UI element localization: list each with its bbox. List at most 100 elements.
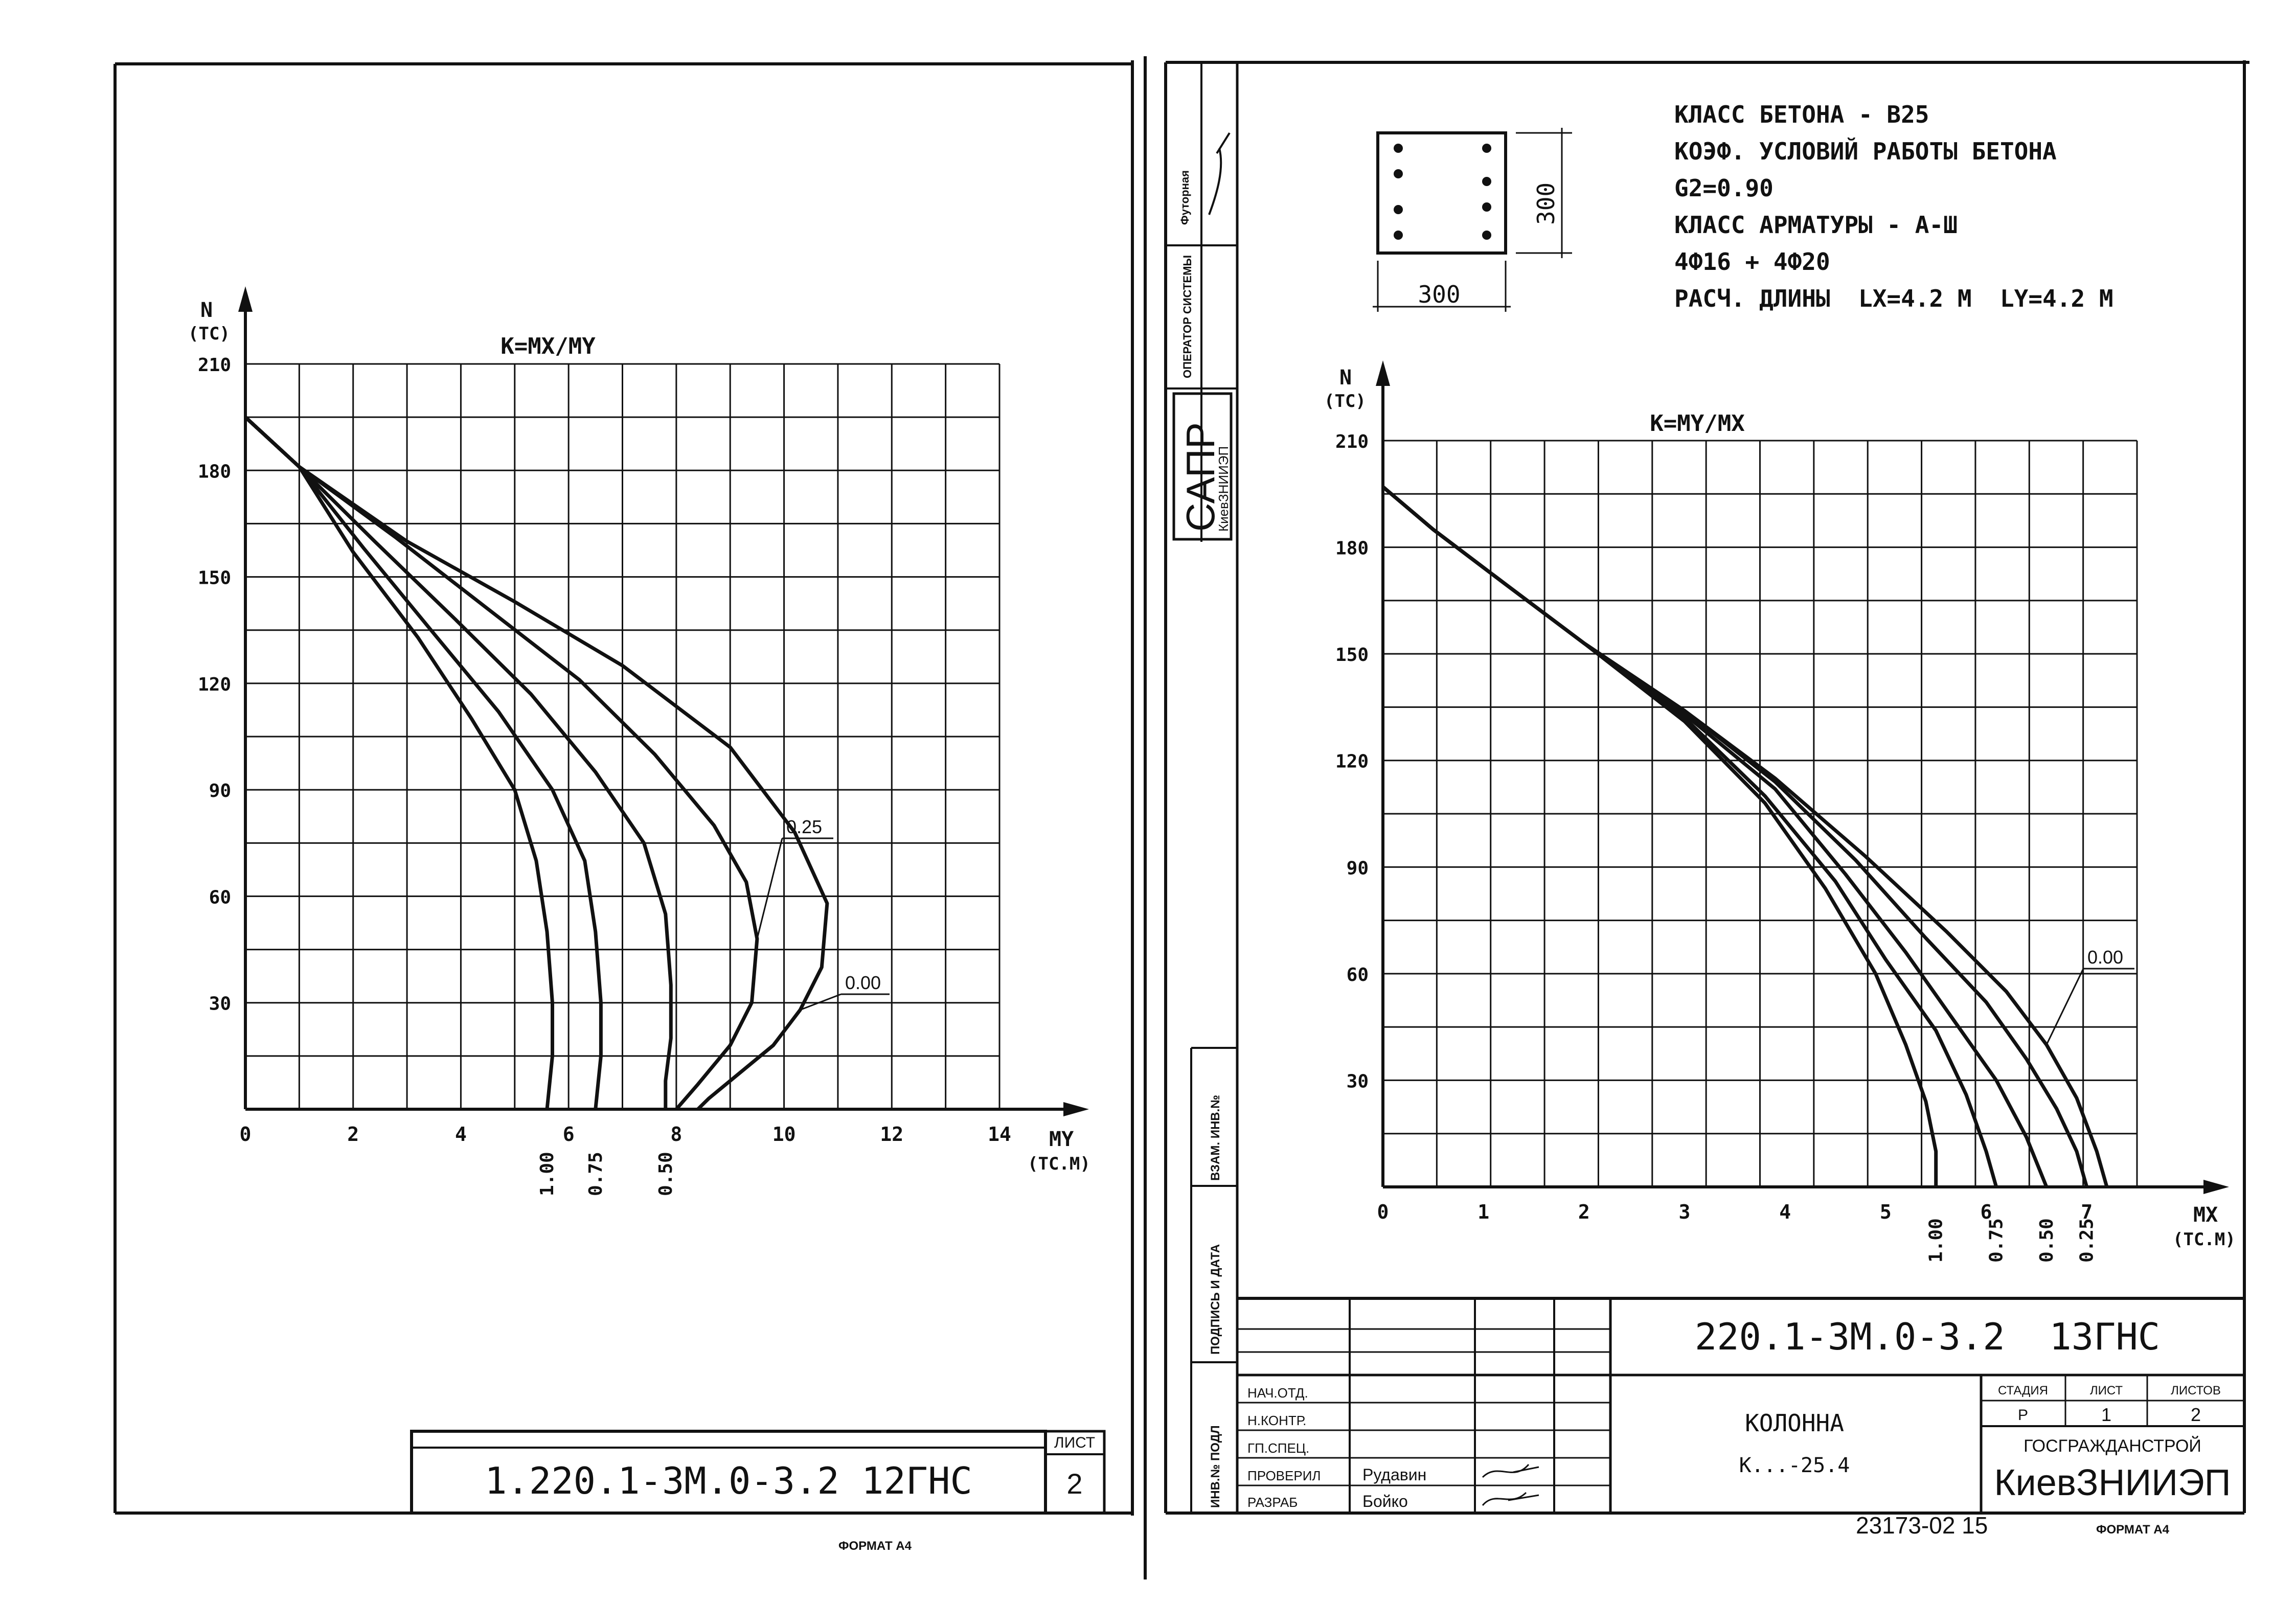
x-axis-label: MY <box>1049 1128 1074 1151</box>
curve-end-label: 0.75 <box>585 1152 606 1196</box>
series-line-k-0.75 <box>1381 485 1998 1187</box>
sheet-value: 1 <box>2101 1404 2111 1425</box>
left-doc-code: 1.220.1-3M.0-3.2 12ГНС <box>485 1459 972 1502</box>
right-sheet: Футорная ОПЕРАТОР СИСТЕМЫ САПР КиевЗНИИЭ… <box>1164 60 2249 1539</box>
y-tick-label: 120 <box>198 674 231 695</box>
stamp-operator-label: ОПЕРАТОР СИСТЕМЫ <box>1181 255 1194 378</box>
y-tick-label: 60 <box>1347 965 1369 986</box>
y-tick-label: 210 <box>198 355 231 376</box>
bottom-number: 23173-02 15 <box>1856 1512 1988 1539</box>
x-tick-label: 10 <box>772 1123 796 1146</box>
annotation-leader <box>756 838 783 940</box>
series-line-k-0.25 <box>244 416 759 1111</box>
stamp-sapr: САПР <box>1178 422 1223 532</box>
y-axis-unit: (TC) <box>188 324 230 344</box>
stamp-inv-podl: ИНВ.№ ПОДЛ <box>1209 1425 1222 1508</box>
x-tick-label: 1 <box>1477 1201 1489 1223</box>
left-title-block: 1.220.1-3M.0-3.2 12ГНС ЛИСТ 2 <box>410 1430 1106 1515</box>
series-line-k-0.50 <box>1381 485 2049 1188</box>
x-tick-label: 0 <box>240 1123 252 1146</box>
x-axis-unit: (TC.M) <box>2173 1229 2236 1250</box>
right-title-block: 220.1-3M.0-3.2 13ГНС НАЧ.ОТД. Н.КОНТР. Г… <box>1237 1297 2244 1513</box>
sheet-label: ЛИСТ <box>2090 1384 2123 1398</box>
y-axis-label: N <box>200 299 213 322</box>
annotation-label: 0.00 <box>845 972 881 993</box>
y-axis-label: N <box>1339 366 1352 390</box>
x-tick-label: 0 <box>1377 1201 1389 1223</box>
annotation-leader <box>800 993 842 1011</box>
x-tick-label: 8 <box>670 1123 682 1146</box>
y-axis-arrow <box>238 286 253 312</box>
side-stamp: Футорная ОПЕРАТОР СИСТЕМЫ САПР КиевЗНИИЭ… <box>1166 62 1237 1513</box>
spec-line: КЛАСС АРМАТУРЫ - А-Ш <box>1674 211 1958 239</box>
spec-line: КЛАСС БЕТОНА - В25 <box>1674 101 1929 128</box>
name-checker: Рудавин <box>1362 1465 1426 1484</box>
right-doc-code: 220.1-3M.0-3.2 13ГНС <box>1695 1315 2160 1358</box>
stamp-inv-zam: ВЗАМ. ИНВ.№ <box>1209 1095 1222 1181</box>
role-label: ПРОВЕРИЛ <box>1247 1468 1321 1483</box>
series-line-k-0.25 <box>1381 485 2089 1187</box>
section-width-label: 300 <box>1418 281 1460 308</box>
curve-end-label: 0.25 <box>2077 1218 2098 1263</box>
section-height-label: 300 <box>1532 182 1560 225</box>
spec-line: РАСЧ. ДЛИНЫ LX=4.2 M LY=4.2 M <box>1674 285 2113 312</box>
y-tick-label: 60 <box>209 887 231 908</box>
left-sheet-label: ЛИСТ <box>1054 1434 1095 1451</box>
spec-line: G2=0.90 <box>1674 174 1774 202</box>
curve-end-label: 1.00 <box>1926 1218 1947 1263</box>
x-tick-label: 7 <box>2081 1201 2093 1223</box>
signature-checker <box>1482 1464 1539 1478</box>
right-format-label: ФОРМАТ А4 <box>2096 1523 2170 1537</box>
y-axis-arrow <box>1376 360 1390 386</box>
role-label: РАЗРАБ <box>1247 1495 1298 1510</box>
stamp-signature <box>1208 132 1231 215</box>
y-tick-label: 30 <box>209 994 231 1015</box>
org-line-2: КиевЗНИИЭП <box>1994 1462 2231 1503</box>
x-tick-label: 2 <box>1578 1201 1590 1223</box>
y-tick-label: 90 <box>209 781 231 802</box>
x-tick-label: 14 <box>988 1123 1011 1146</box>
stamp-sapr-org: КиевЗНИИЭП <box>1216 446 1231 532</box>
x-axis-label: MX <box>2193 1203 2218 1227</box>
x-tick-label: 4 <box>455 1123 467 1146</box>
role-label: НАЧ.ОТД. <box>1247 1385 1308 1401</box>
y-tick-label: 210 <box>1335 431 1369 452</box>
curve-end-label: 0.50 <box>655 1152 676 1196</box>
signature-developer <box>1482 1492 1539 1506</box>
stage-value: Р <box>2018 1407 2028 1424</box>
x-tick-label: 2 <box>347 1123 359 1146</box>
role-label: Н.КОНТР. <box>1247 1413 1306 1428</box>
x-axis-unit: (TC.M) <box>1028 1154 1090 1174</box>
chart-title: K=MY/MX <box>1650 410 1744 437</box>
item-title: КОЛОННА <box>1745 1409 1844 1437</box>
x-tick-label: 4 <box>1779 1201 1791 1223</box>
spec-text: КЛАСС БЕТОНА - В25 КОЭФ. УСЛОВИЙ РАБОТЫ … <box>1674 101 2113 312</box>
annotation-label: 0.25 <box>786 816 822 837</box>
name-developer: Бойко <box>1362 1492 1408 1510</box>
rebar-dots <box>1394 144 1491 240</box>
y-axis-unit: (TC) <box>1324 391 1366 411</box>
x-tick-label: 6 <box>563 1123 575 1146</box>
left-format-label: ФОРМАТ А4 <box>838 1539 912 1553</box>
curve-end-label: 1.00 <box>537 1152 558 1196</box>
curve-end-label: 0.50 <box>2036 1218 2057 1263</box>
stamp-sign-date: ПОДПИСЬ И ДАТА <box>1209 1244 1222 1355</box>
series-line-k-1.00 <box>1381 485 1938 1187</box>
right-chart: K=MY/MX N (TC) MX (TC.M) 0 1 2 3 4 5 6 7 30 60 90 1… <box>1324 360 2236 1263</box>
y-tick-label: 180 <box>198 461 231 482</box>
org-line-1: ГОСГРАЖДАНСТРОЙ <box>2024 1436 2201 1456</box>
x-tick-label: 5 <box>1880 1201 1892 1223</box>
left-sheet-number: 2 <box>1066 1468 1082 1500</box>
y-tick-label: 180 <box>1335 538 1369 559</box>
stamp-author-label: Футорная <box>1178 170 1191 225</box>
series-line-k-0.00 <box>244 416 829 1111</box>
y-tick-label: 120 <box>1335 751 1369 772</box>
left-sheet: K=MX/MY N (TC) MY (TC.M) 0 2 4 6 8 10 12 14 30 60… <box>113 56 1147 1579</box>
x-axis-arrow <box>2203 1180 2229 1194</box>
item-code: К...-25.4 <box>1739 1454 1850 1477</box>
stage-label: СТАДИЯ <box>1998 1384 2048 1398</box>
annotation-leader <box>2045 968 2084 1045</box>
annotation-label: 0.00 <box>2087 947 2123 968</box>
series-line-k-0.50 <box>244 416 673 1109</box>
